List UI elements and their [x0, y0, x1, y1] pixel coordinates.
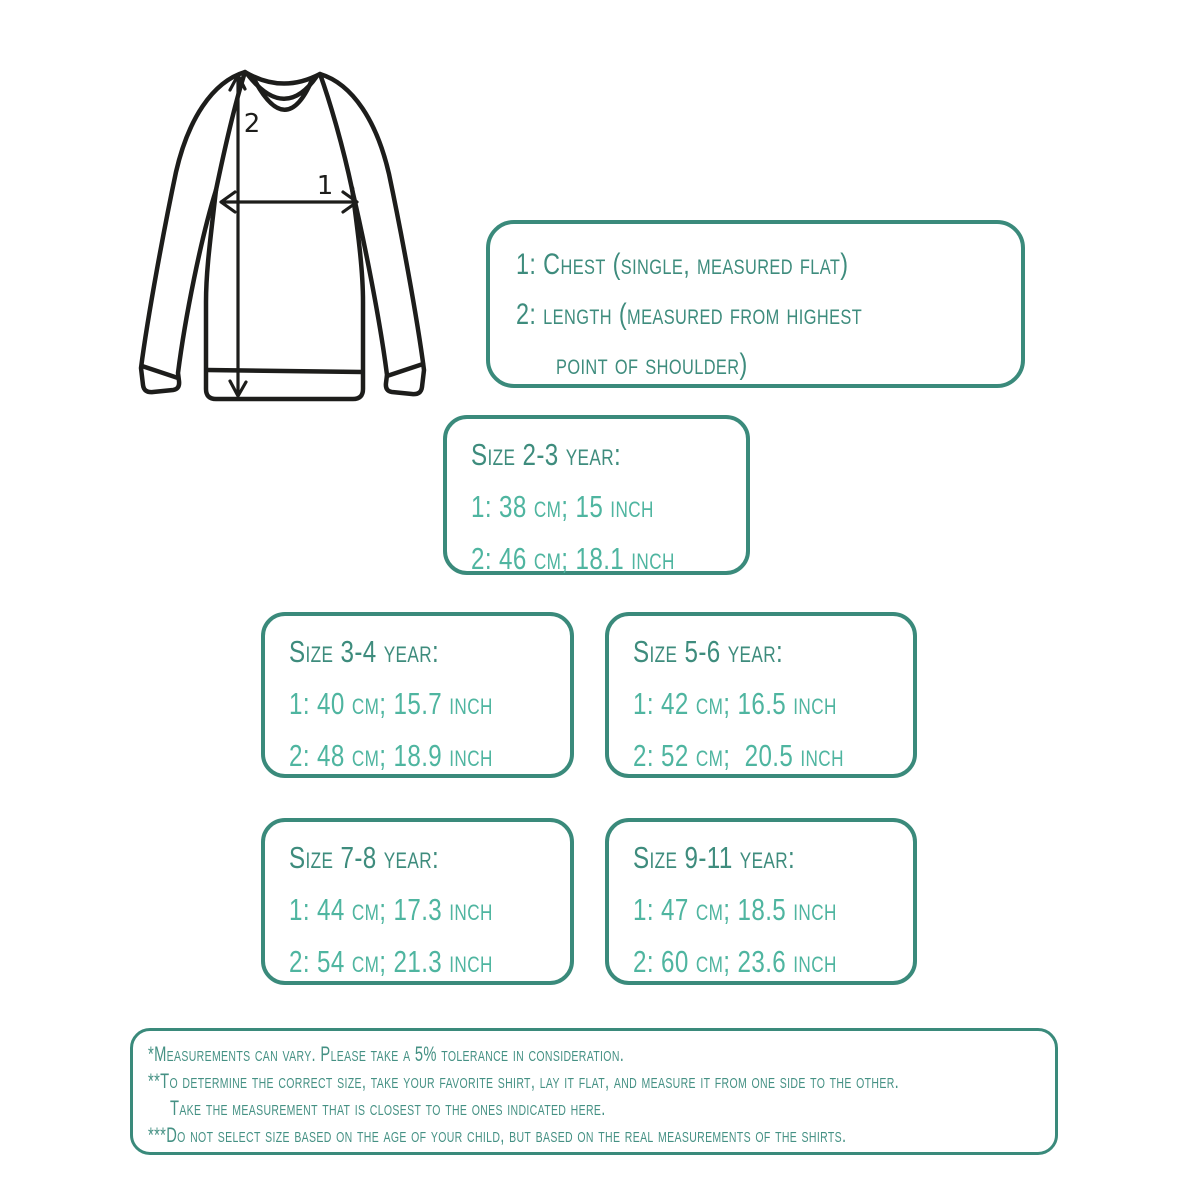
size-title: Size 9-11 year: [633, 832, 899, 884]
chest-arrow-label: 1 [317, 171, 334, 201]
size-title: Size 3-4 year: [289, 626, 556, 678]
legend-line-3: point of shoulder) [516, 340, 1007, 390]
chest-measurement: 1: 40 cm; 15.7 inch [289, 678, 556, 730]
chest-measurement-text: 1: 47 cm; 18.5 inch [633, 892, 837, 927]
body-outline [203, 185, 366, 402]
chest-arrow [219, 190, 359, 214]
size-box-9-11-year: Size 9-11 year: 1: 47 cm; 18.5 inch 2: 6… [605, 818, 917, 985]
chest-measurement-text: 1: 40 cm; 15.7 inch [289, 686, 493, 721]
length-measurement: 2: 46 cm; 18.1 inch [471, 533, 732, 585]
length-arrow-head-down [228, 379, 248, 398]
length-measurement: 2: 48 cm; 18.9 inch [289, 730, 556, 782]
size-title-text: Size 9-11 year: [633, 840, 796, 875]
chest-measurement-text: 1: 44 cm; 17.3 inch [289, 892, 493, 927]
note-line-4: ***Do not select size based on the age o… [148, 1122, 1045, 1149]
chest-measurement: 1: 44 cm; 17.3 inch [289, 884, 556, 936]
note-line-3-text: Take the measurement that is closest to … [170, 1096, 606, 1120]
length-arrow [228, 73, 248, 398]
sweatshirt-measurement-diagram: 2 1 [138, 69, 427, 402]
length-measurement-text: 2: 52 cm; 20.5 inch [633, 738, 844, 773]
legend-line-1-text: 1: Chest (single, measured flat) [516, 248, 849, 281]
note-line-1: *Measurements can vary. Please take a 5%… [148, 1041, 1045, 1068]
chest-arrow-head-right [341, 190, 359, 214]
size-title-text: Size 3-4 year: [289, 634, 440, 669]
note-line-1-text: *Measurements can vary. Please take a 5%… [148, 1042, 625, 1066]
legend-line-2: 2: length (measured from highest [516, 290, 1007, 340]
left-cuff-line [139, 363, 181, 381]
chest-measurement-text: 1: 42 cm; 16.5 inch [633, 686, 837, 721]
size-box-5-6-year: Size 5-6 year: 1: 42 cm; 16.5 inch 2: 52… [605, 612, 917, 778]
chest-measurement: 1: 38 cm; 15 inch [471, 481, 732, 533]
hem-band-line [204, 367, 365, 375]
chest-measurement-text: 1: 38 cm; 15 inch [471, 489, 654, 524]
length-measurement: 2: 54 cm; 21.3 inch [289, 936, 556, 988]
length-arrow-head-up [228, 73, 247, 92]
measurement-notes-box: *Measurements can vary. Please take a 5%… [130, 1028, 1058, 1155]
right-cuff-line [384, 361, 426, 379]
legend-line-3-text: point of shoulder) [556, 348, 748, 381]
sweatshirt-outline [138, 69, 427, 402]
size-title: Size 7-8 year: [289, 832, 556, 884]
size-title: Size 5-6 year: [633, 626, 899, 678]
length-measurement: 2: 60 cm; 23.6 inch [633, 936, 899, 988]
shoulder-top-line [242, 69, 323, 86]
note-line-2-text: **To determine the correct size, take yo… [148, 1069, 900, 1093]
legend-line-2-text: 2: length (measured from highest [516, 298, 863, 331]
size-title-text: Size 5-6 year: [633, 634, 784, 669]
right-sleeve-outline [317, 71, 427, 397]
chest-arrow-head-left [219, 190, 237, 214]
note-line-3: Take the measurement that is closest to … [148, 1095, 1045, 1122]
size-box-3-4-year: Size 3-4 year: 1: 40 cm; 15.7 inch 2: 48… [261, 612, 574, 778]
size-title-text: Size 7-8 year: [289, 840, 440, 875]
legend-line-1: 1: Chest (single, measured flat) [516, 240, 1007, 290]
left-sleeve-outline [138, 69, 248, 395]
length-arrow-label: 2 [244, 109, 261, 139]
size-title-text: Size 2-3 year: [471, 437, 622, 472]
length-measurement-text: 2: 48 cm; 18.9 inch [289, 738, 493, 773]
chest-measurement: 1: 42 cm; 16.5 inch [633, 678, 899, 730]
size-title: Size 2-3 year: [471, 429, 732, 481]
length-measurement-text: 2: 60 cm; 23.6 inch [633, 944, 837, 979]
size-box-7-8-year: Size 7-8 year: 1: 44 cm; 17.3 inch 2: 54… [261, 818, 574, 985]
measurement-legend-box: 1: Chest (single, measured flat) 2: leng… [486, 220, 1025, 388]
collar-rib-line [251, 76, 315, 112]
note-line-2: **To determine the correct size, take yo… [148, 1068, 1045, 1095]
length-measurement-text: 2: 46 cm; 18.1 inch [471, 541, 675, 576]
note-line-4-text: ***Do not select size based on the age o… [148, 1123, 847, 1147]
length-measurement: 2: 52 cm; 20.5 inch [633, 730, 899, 782]
length-measurement-text: 2: 54 cm; 21.3 inch [289, 944, 493, 979]
size-box-2-3-year: Size 2-3 year: 1: 38 cm; 15 inch 2: 46 c… [443, 415, 750, 576]
chest-measurement: 1: 47 cm; 18.5 inch [633, 884, 899, 936]
